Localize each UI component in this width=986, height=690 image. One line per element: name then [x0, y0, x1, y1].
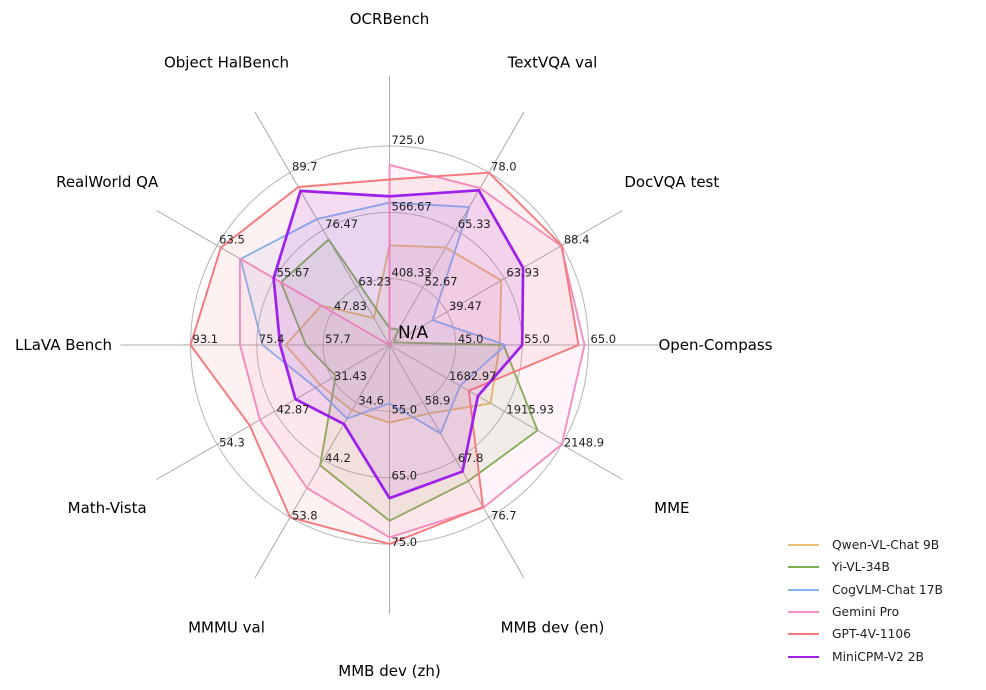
tick-label-mmmu-val-2: 53.8	[292, 508, 318, 522]
tick-label-llava-bench-1: 75.4	[259, 332, 285, 346]
axis-label-textvqa-val: TextVQA val	[507, 54, 598, 72]
tick-label-realworld-qa-2: 63.5	[219, 233, 245, 247]
tick-label-math-vista-1: 42.87	[277, 402, 310, 416]
axis-label-open-compass: Open-Compass	[658, 336, 772, 354]
axis-label-docvqa-test: DocVQA test	[624, 173, 719, 191]
legend-label: GPT-4V-1106	[832, 627, 912, 642]
tick-label-docvqa-test-1: 63.93	[506, 266, 539, 280]
tick-label-open-compass-0: 45.0	[458, 332, 484, 346]
tick-label-object-halbench-1: 76.47	[325, 217, 358, 231]
tick-label-mmmu-val-0: 34.6	[358, 393, 384, 407]
tick-label-docvqa-test-0: 39.47	[449, 299, 482, 313]
axis-label-ocrbench: OCRBench	[350, 10, 429, 28]
tick-label-mmb-dev-zh-0: 55.0	[392, 402, 418, 416]
tick-label-open-compass-2: 65.0	[591, 332, 617, 346]
legend-item-cogvlm-chat-17b: CogVLM-Chat 17B	[788, 579, 943, 601]
axis-label-mmb-dev-en: MMB dev (en)	[501, 618, 605, 636]
legend-item-qwen-vl-chat-9b: Qwen-VL-Chat 9B	[788, 534, 943, 556]
tick-label-mmb-dev-zh-1: 65.0	[392, 469, 418, 483]
legend-label: Gemini Pro	[832, 605, 900, 620]
axis-label-mmb-dev-zh: MMB dev (zh)	[338, 662, 440, 680]
tick-label-realworld-qa-1: 55.67	[277, 266, 310, 280]
legend-swatch-minicpm-v2-2b	[788, 655, 819, 658]
tick-label-realworld-qa-0: 47.83	[334, 299, 367, 313]
tick-label-llava-bench-2: 93.1	[193, 332, 219, 346]
tick-label-object-halbench-0: 63.23	[358, 275, 391, 289]
axis-label-realworld-qa: RealWorld QA	[56, 173, 159, 191]
tick-label-mme-2: 2148.9	[564, 436, 604, 450]
legend-item-minicpm-v2-2b: MiniCPM-V2 2B	[788, 645, 943, 667]
tick-label-textvqa-val-0: 52.67	[425, 275, 458, 289]
legend-item-gemini-pro: Gemini Pro	[788, 601, 943, 623]
legend-label: CogVLM-Chat 17B	[832, 582, 943, 597]
tick-label-mmmu-val-1: 44.2	[325, 451, 351, 465]
tick-label-math-vista-2: 54.3	[219, 436, 245, 450]
legend-swatch-gpt-4v-1106	[788, 633, 819, 636]
axis-spoke-math-vista	[156, 344, 390, 480]
tick-label-ocrbench-1: 566.67	[392, 199, 432, 213]
axis-spoke-textvqa-val	[389, 111, 525, 346]
tick-label-object-halbench-2: 89.7	[292, 160, 318, 174]
axis-label-llava-bench: LLaVA Bench	[15, 336, 112, 354]
series-polygon-minicpm-v2-2b	[272, 188, 525, 500]
series-polygon-gpt-4v-1106	[189, 171, 580, 545]
tick-label-docvqa-test-2: 88.4	[564, 233, 590, 247]
tick-label-mmb-dev-en-2: 76.7	[491, 508, 517, 522]
tick-label-open-compass-1: 55.0	[524, 332, 550, 346]
axis-spoke-mme	[389, 344, 623, 480]
chart-legend: Qwen-VL-Chat 9B Yi-VL-34B CogVLM-Chat 17B G…	[788, 534, 943, 668]
tick-label-llava-bench-0: 57.7	[325, 332, 351, 346]
legend-swatch-yi-vl-34b	[788, 566, 819, 569]
legend-swatch-qwen-vl-chat-9b	[788, 544, 819, 547]
tick-label-textvqa-val-1: 65.33	[458, 217, 491, 231]
center-na-label: N/A	[398, 323, 428, 343]
tick-label-math-vista-0: 31.43	[334, 369, 367, 383]
legend-swatch-cogvlm-chat-17b	[788, 588, 819, 591]
legend-label: Yi-VL-34B	[832, 560, 890, 575]
legend-swatch-gemini-pro	[788, 611, 819, 614]
legend-label: Qwen-VL-Chat 9B	[832, 538, 940, 553]
axis-spoke-mmmu-val	[254, 344, 390, 579]
axis-label-object-halbench: Object HalBench	[164, 54, 289, 72]
axis-spoke-docvqa-test	[389, 210, 623, 346]
legend-item-gpt-4v-1106: GPT-4V-1106	[788, 623, 943, 645]
legend-item-yi-vl-34b: Yi-VL-34B	[788, 556, 943, 578]
axis-label-mme: MME	[654, 499, 689, 517]
series-gpt-4v-1106	[189, 171, 580, 545]
tick-label-mme-0: 1682.97	[449, 369, 497, 383]
axis-spoke-mmb-dev-en	[389, 344, 525, 579]
tick-label-ocrbench-2: 725.0	[392, 133, 425, 147]
axis-label-mmmu-val: MMMU val	[188, 618, 265, 636]
tick-label-mmb-dev-zh-2: 75.0	[392, 535, 418, 549]
tick-label-mmb-dev-en-1: 67.8	[458, 451, 484, 465]
axis-label-math-vista: Math-Vista	[68, 499, 147, 517]
series-minicpm-v2-2b	[272, 188, 525, 500]
tick-label-ocrbench-0: 408.33	[392, 266, 432, 280]
axis-spoke-object-halbench	[254, 111, 390, 346]
tick-label-mme-1: 1915.93	[506, 402, 554, 416]
legend-label: MiniCPM-V2 2B	[832, 649, 924, 664]
tick-label-mmb-dev-en-0: 58.9	[425, 393, 451, 407]
tick-label-textvqa-val-2: 78.0	[491, 160, 517, 174]
